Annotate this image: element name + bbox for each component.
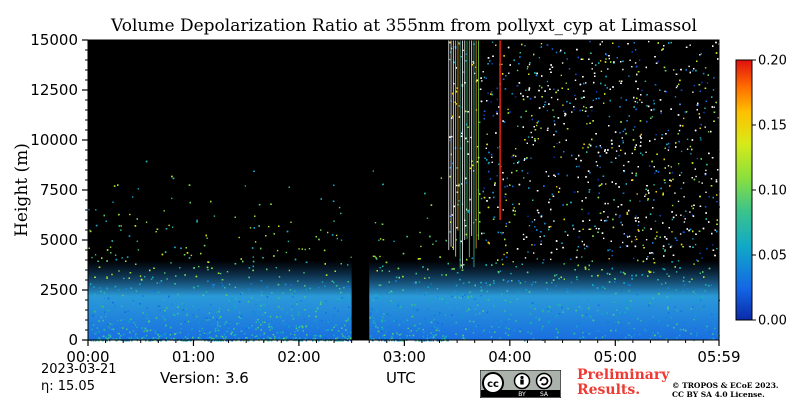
colorbar-tick-label: 0.10 (758, 184, 787, 199)
eta-label: η: 15.05 (41, 379, 95, 394)
y-tick-label: 2500 (40, 281, 78, 299)
x-axis: 00:00 01:00 02:00 03:00 04:00 05:00 05:59 (66, 340, 741, 366)
chart-title: Volume Depolarization Ratio at 355nm fro… (111, 16, 697, 36)
y-axis: 0 2500 5000 7500 10000 12500 15000 (30, 31, 88, 349)
noise-pixels (88, 40, 721, 342)
cc-license-icon: cc BY SA (480, 370, 561, 398)
y-tick-label: 7500 (40, 181, 78, 199)
date-label: 2023-03-21 (41, 362, 117, 377)
surface-layer (88, 260, 719, 340)
y-tick-label: 12500 (30, 81, 78, 99)
preliminary-notice: Preliminary Results. (577, 368, 669, 398)
colorbar-tick-label: 0.00 (758, 314, 787, 329)
x-tick-label: 00:00 (66, 348, 109, 366)
copyright-line-2: CC BY SA 4.0 License. (672, 390, 765, 399)
preliminary-line-1: Preliminary (577, 367, 670, 383)
x-axis-label: UTC (386, 369, 416, 387)
y-tick-label: 15000 (30, 31, 78, 49)
colorbar-tick-label: 0.05 (758, 249, 787, 264)
copyright-notice: © TROPOS & ECoE 2023. CC BY SA 4.0 Licen… (672, 381, 779, 399)
x-tick-label: 03:00 (383, 348, 426, 366)
x-tick-label: 02:00 (277, 348, 320, 366)
x-tick-label: 05:00 (594, 348, 637, 366)
colorbar-gradient (735, 59, 753, 321)
x-tick-label: 05:59 (697, 348, 740, 366)
y-tick-label: 0 (68, 331, 78, 349)
y-tick-label: 5000 (40, 231, 78, 249)
version-label: Version: 3.6 (160, 369, 249, 387)
preliminary-line-2: Results. (577, 382, 641, 398)
data-gap (351, 40, 370, 340)
colorbar: 0.00 0.05 0.10 0.15 0.20 (735, 54, 787, 329)
vertical-streaks (448, 40, 501, 269)
sa-label: SA (540, 391, 549, 398)
by-label: BY (518, 391, 526, 398)
x-tick-label: 01:00 (172, 348, 215, 366)
y-tick-label: 10000 (30, 131, 78, 149)
x-tick-label: 04:00 (488, 348, 531, 366)
colorbar-tick-label: 0.20 (758, 54, 787, 69)
copyright-line-1: © TROPOS & ECoE 2023. (672, 381, 779, 390)
plot-area (87, 39, 721, 342)
colorbar-tick-label: 0.15 (758, 119, 787, 134)
